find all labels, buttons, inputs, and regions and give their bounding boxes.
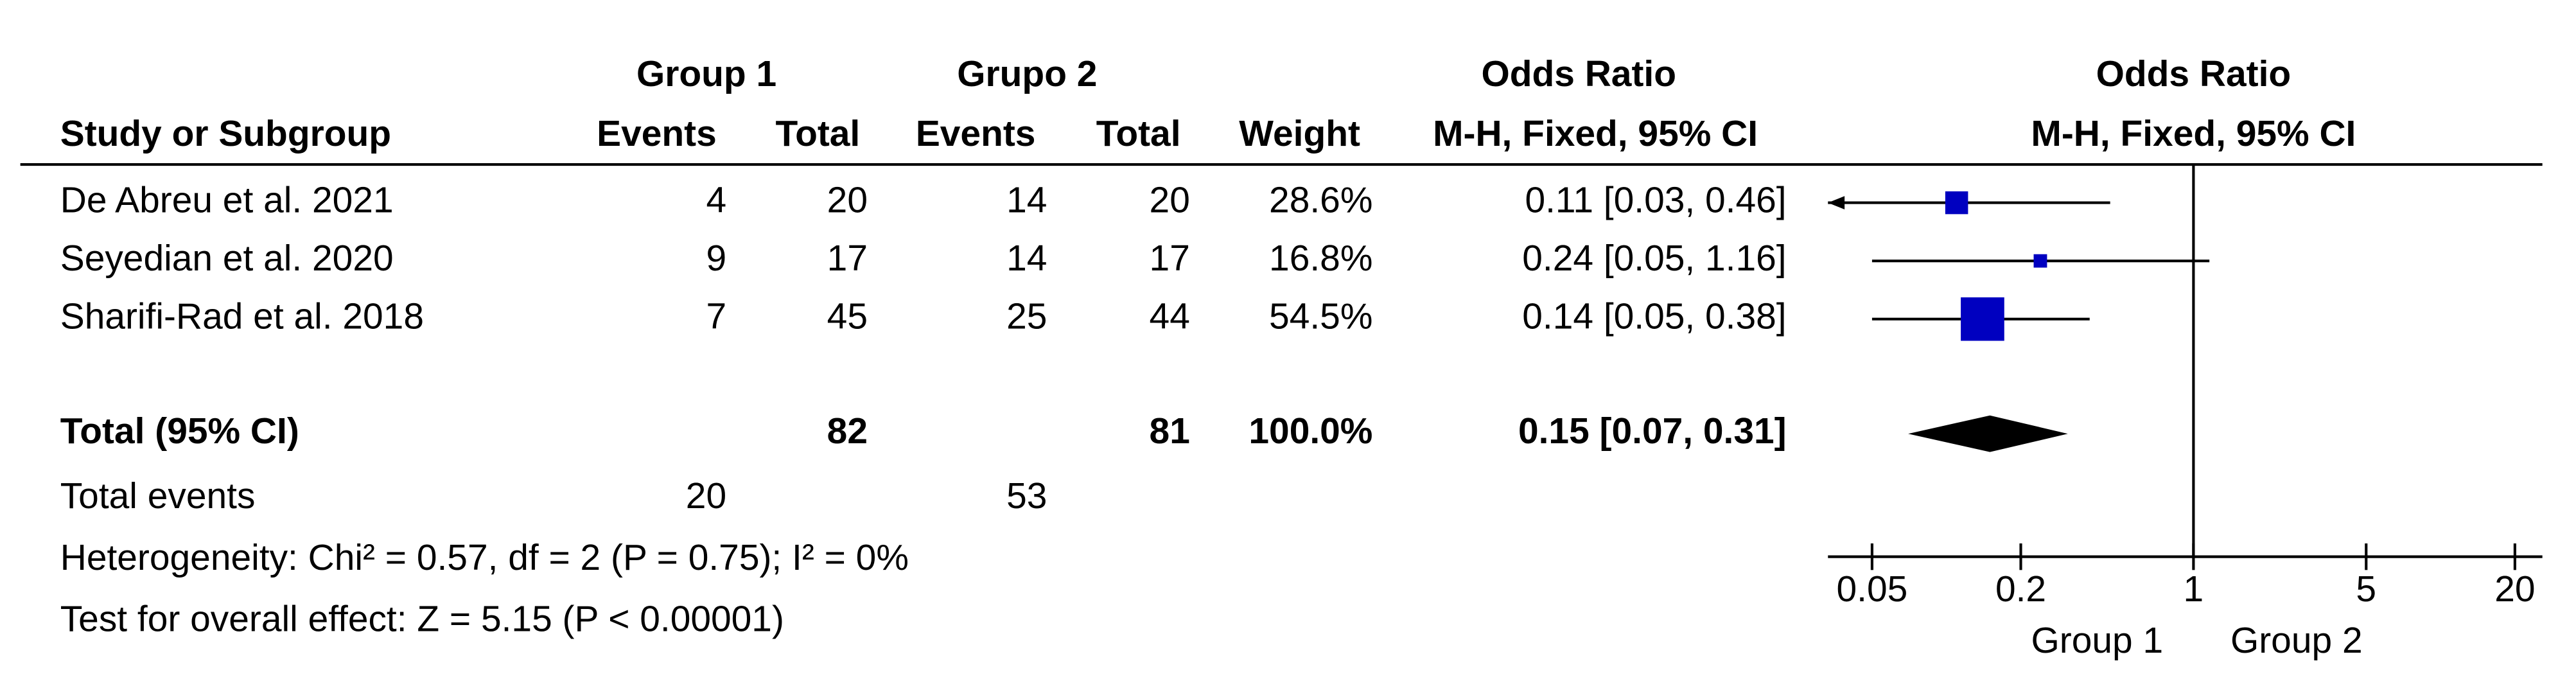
x-tick-label: 0.2 xyxy=(1995,569,2046,610)
study-marker xyxy=(2033,254,2047,268)
x-tick-label: 20 xyxy=(2494,569,2535,610)
events-2: 53 xyxy=(1006,475,1047,516)
x-tick-label: 1 xyxy=(2184,569,2204,610)
ci-arrow xyxy=(1828,196,1845,209)
column-header: M-H, Fixed, 95% CI xyxy=(1433,113,1758,154)
events-1: 20 xyxy=(686,475,726,516)
column-header: Weight xyxy=(1239,113,1360,154)
column-header: Total xyxy=(776,113,861,154)
ci-label: 0.14 [0.05, 0.38] xyxy=(1522,296,1786,337)
study-name: Seyedian et al. 2020 xyxy=(60,238,394,279)
total-2: 20 xyxy=(1150,180,1190,221)
weight: 100.0% xyxy=(1249,410,1372,452)
total-2: 81 xyxy=(1150,410,1190,452)
column-header: Events xyxy=(597,113,717,154)
total-1: 20 xyxy=(827,180,868,221)
x-tick-label: 5 xyxy=(2356,569,2376,610)
summary-diamond xyxy=(1908,415,2068,452)
events-2: 14 xyxy=(1006,238,1047,279)
total-2: 44 xyxy=(1150,296,1190,337)
group-header: Grupo 2 xyxy=(957,53,1097,94)
total-1: 17 xyxy=(827,238,868,279)
study-name: De Abreu et al. 2021 xyxy=(60,180,394,221)
study-marker xyxy=(1961,297,2004,341)
weight: 28.6% xyxy=(1269,180,1372,221)
study-name: Total (95% CI) xyxy=(60,410,299,452)
ci-label: 0.24 [0.05, 1.16] xyxy=(1522,238,1786,279)
events-1: 9 xyxy=(706,238,726,279)
events-1: 7 xyxy=(706,296,726,337)
weight: 54.5% xyxy=(1269,296,1372,337)
plot-header: Odds Ratio xyxy=(2096,53,2291,94)
total-1: 45 xyxy=(827,296,868,337)
favours-label: Group 2 xyxy=(2230,620,2363,661)
group-header: Group 1 xyxy=(636,53,776,94)
column-header: Total xyxy=(1096,113,1181,154)
events-1: 4 xyxy=(706,180,726,221)
plot-subheader: M-H, Fixed, 95% CI xyxy=(2031,113,2356,154)
total-1: 82 xyxy=(827,410,868,452)
events-2: 25 xyxy=(1006,296,1047,337)
x-tick-label: 0.05 xyxy=(1837,569,1908,610)
favours-label: Group 1 xyxy=(2031,620,2164,661)
study-marker xyxy=(1945,191,1968,215)
study-name: Total events xyxy=(60,475,256,516)
events-2: 14 xyxy=(1006,180,1047,221)
study-name: Sharifi-Rad et al. 2018 xyxy=(60,296,424,337)
estimate-header: Odds Ratio xyxy=(1481,53,1676,94)
ci-label: 0.11 [0.03, 0.46] xyxy=(1525,180,1786,221)
overall-effect: Test for overall effect: Z = 5.15 (P < 0… xyxy=(60,599,784,640)
weight: 16.8% xyxy=(1269,238,1372,279)
total-2: 17 xyxy=(1150,238,1190,279)
ci-label: 0.15 [0.07, 0.31] xyxy=(1518,410,1787,452)
column-header: Events xyxy=(916,113,1036,154)
column-header: Study or Subgroup xyxy=(60,113,391,154)
heterogeneity: Heterogeneity: Chi² = 0.57, df = 2 (P = … xyxy=(60,537,909,578)
